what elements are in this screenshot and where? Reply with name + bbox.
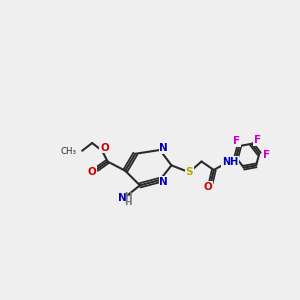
Text: O: O <box>88 167 97 177</box>
Text: O: O <box>100 143 109 153</box>
Text: F: F <box>254 135 261 145</box>
Text: F: F <box>233 136 241 146</box>
Text: N: N <box>159 176 168 187</box>
Text: N: N <box>159 143 168 153</box>
Text: H: H <box>124 198 131 207</box>
Text: NH: NH <box>222 157 238 167</box>
Text: H: H <box>124 192 131 201</box>
Text: CH₃: CH₃ <box>61 147 77 156</box>
Text: S: S <box>185 167 193 177</box>
Text: F: F <box>262 150 270 160</box>
Text: O: O <box>203 182 212 192</box>
Text: N: N <box>118 194 127 203</box>
